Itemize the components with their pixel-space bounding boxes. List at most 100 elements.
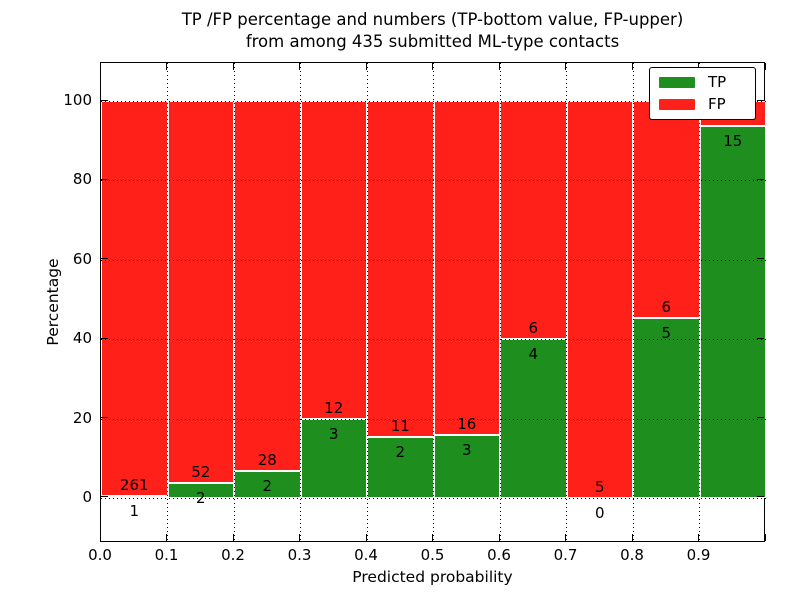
vgrid-0.3 [300, 63, 301, 543]
vgrid-0.1 [167, 63, 168, 543]
hgrid-100 [101, 101, 766, 103]
tp-count-label-0.6-0.7: 4 [528, 345, 539, 364]
bar-tp-0.4-0.5 [367, 436, 434, 498]
vgrid-0.2 [233, 63, 235, 543]
tp-count-label-0.1-0.2: 2 [195, 489, 206, 508]
ytick-right-100 [757, 99, 764, 101]
xtick-top-0.4 [365, 63, 367, 70]
bar-fp-0.2-0.3 [234, 101, 301, 472]
xtick-label-0.8: 0.8 [620, 546, 644, 564]
fp-count-label-0.1-0.2: 52 [191, 463, 211, 482]
vgrid-0.4 [366, 63, 368, 543]
xtick-label-0.5: 0.5 [420, 546, 445, 564]
hgrid-20 [101, 418, 766, 420]
xtick-bottom-0.5 [432, 534, 433, 541]
xtick-top-0.2 [232, 63, 234, 70]
bar-fp-0.5-0.6 [433, 101, 500, 436]
fp-count-label-0.6-0.7: 6 [528, 319, 539, 338]
ytick-right-0 [757, 496, 764, 498]
xtick-label-0.4: 0.4 [354, 546, 378, 564]
fp-count-label-0.8-0.9: 6 [661, 297, 672, 316]
ytick-right-60 [757, 258, 764, 260]
xtick-bottom-0.3 [299, 534, 300, 541]
bar-tp-0.6-0.7 [500, 339, 567, 498]
ytick-left-0 [101, 496, 108, 498]
xtick-label-0.6: 0.6 [487, 546, 511, 564]
xtick-bottom-0.7 [565, 534, 566, 541]
legend-label-tp: TP [708, 73, 727, 91]
ytick-left-80 [101, 178, 108, 180]
xtick-top-0.3 [299, 63, 300, 70]
fp-count-label-0.5-0.6: 16 [457, 415, 477, 434]
tp-count-label-0.9-1.0: 15 [723, 131, 743, 150]
xtick-top-0.9 [698, 63, 699, 70]
fp-count-label-0.4-0.5: 11 [390, 416, 410, 435]
fp-count-label-0.2-0.3: 28 [257, 451, 277, 470]
legend-label-fp: FP [708, 95, 726, 113]
ytick-left-100 [101, 99, 108, 101]
xtick-bottom-0.4 [365, 534, 367, 541]
fp-count-label-0.3-0.4: 12 [324, 398, 344, 417]
xtick-bottom-1 [764, 534, 766, 541]
ytick-right-80 [757, 178, 764, 180]
vgrid-0.5 [433, 63, 434, 543]
xtick-label-0.3: 0.3 [287, 546, 312, 564]
vgrid-0.9 [699, 63, 700, 543]
ytick-label-20: 20 [72, 408, 92, 427]
xtick-top-0.5 [432, 63, 433, 70]
fp-legend-swatch-icon [659, 99, 695, 110]
ytick-right-40 [757, 337, 764, 339]
bar-fp-0.8-0.9 [633, 101, 700, 318]
tp-count-label-0.0-0.1: 1 [129, 502, 140, 521]
bar-fp-0.7-0.8 [566, 101, 633, 498]
bar-fp-0.1-0.2 [167, 101, 234, 484]
xtick-label-0.7: 0.7 [553, 546, 578, 564]
vgrid-0.7 [566, 63, 567, 543]
ytick-label-100: 100 [63, 91, 92, 110]
xtick-label-0.9: 0.9 [686, 546, 711, 564]
xtick-top-1 [764, 63, 766, 70]
tp-count-label-0.3-0.4: 3 [328, 424, 339, 443]
xtick-label-0.0: 0.0 [88, 546, 112, 564]
hgrid-0 [101, 497, 766, 499]
chart-legend: TP FP [649, 67, 756, 120]
legend-row-tp: TP [659, 74, 746, 91]
tp-legend-swatch-icon [659, 77, 695, 88]
legend-row-fp: FP [659, 96, 746, 113]
fp-count-label-0.0-0.1: 261 [119, 476, 149, 495]
bar-fp-0.6-0.7 [500, 101, 567, 340]
xtick-top-0 [99, 63, 101, 70]
ytick-label-80: 80 [72, 170, 92, 189]
chart-title-line2: from among 435 submitted ML-type contact… [245, 32, 620, 51]
bar-tp-0.9-1.0 [699, 125, 766, 498]
tp-count-label-0.5-0.6: 3 [461, 441, 472, 460]
vgrid-0.6 [499, 63, 501, 543]
xtick-bottom-0.6 [498, 534, 500, 541]
xtick-bottom-0.9 [698, 534, 699, 541]
xtick-top-0.6 [498, 63, 500, 70]
ytick-label-0: 0 [82, 487, 92, 506]
xtick-bottom-0.8 [631, 534, 633, 541]
chart-title: TP /FP percentage and numbers (TP-bottom… [100, 9, 765, 53]
ytick-label-40: 40 [72, 329, 92, 348]
bar-tp-0.8-0.9 [633, 317, 700, 498]
hgrid-40 [101, 339, 766, 341]
xtick-top-0.8 [631, 63, 633, 70]
plot-area: 2611522282123112163645065115 TP FP [100, 62, 766, 543]
bar-fp-0.4-0.5 [367, 101, 434, 437]
bar-tp-0.5-0.6 [433, 435, 500, 498]
ytick-left-20 [101, 417, 108, 419]
xtick-top-0.1 [166, 63, 167, 70]
fp-count-label-0.7-0.8: 5 [594, 477, 605, 496]
ytick-left-60 [101, 258, 108, 260]
ytick-right-20 [757, 417, 764, 419]
xtick-bottom-0 [99, 534, 101, 541]
xtick-top-0.7 [565, 63, 566, 70]
xtick-label-0.1: 0.1 [154, 546, 179, 564]
ytick-label-60: 60 [72, 249, 92, 268]
tp-count-label-0.4-0.5: 2 [395, 442, 406, 461]
hgrid-80 [101, 180, 766, 182]
tp-count-label-0.2-0.3: 2 [262, 477, 273, 496]
tp-count-label-0.7-0.8: 0 [594, 503, 605, 522]
